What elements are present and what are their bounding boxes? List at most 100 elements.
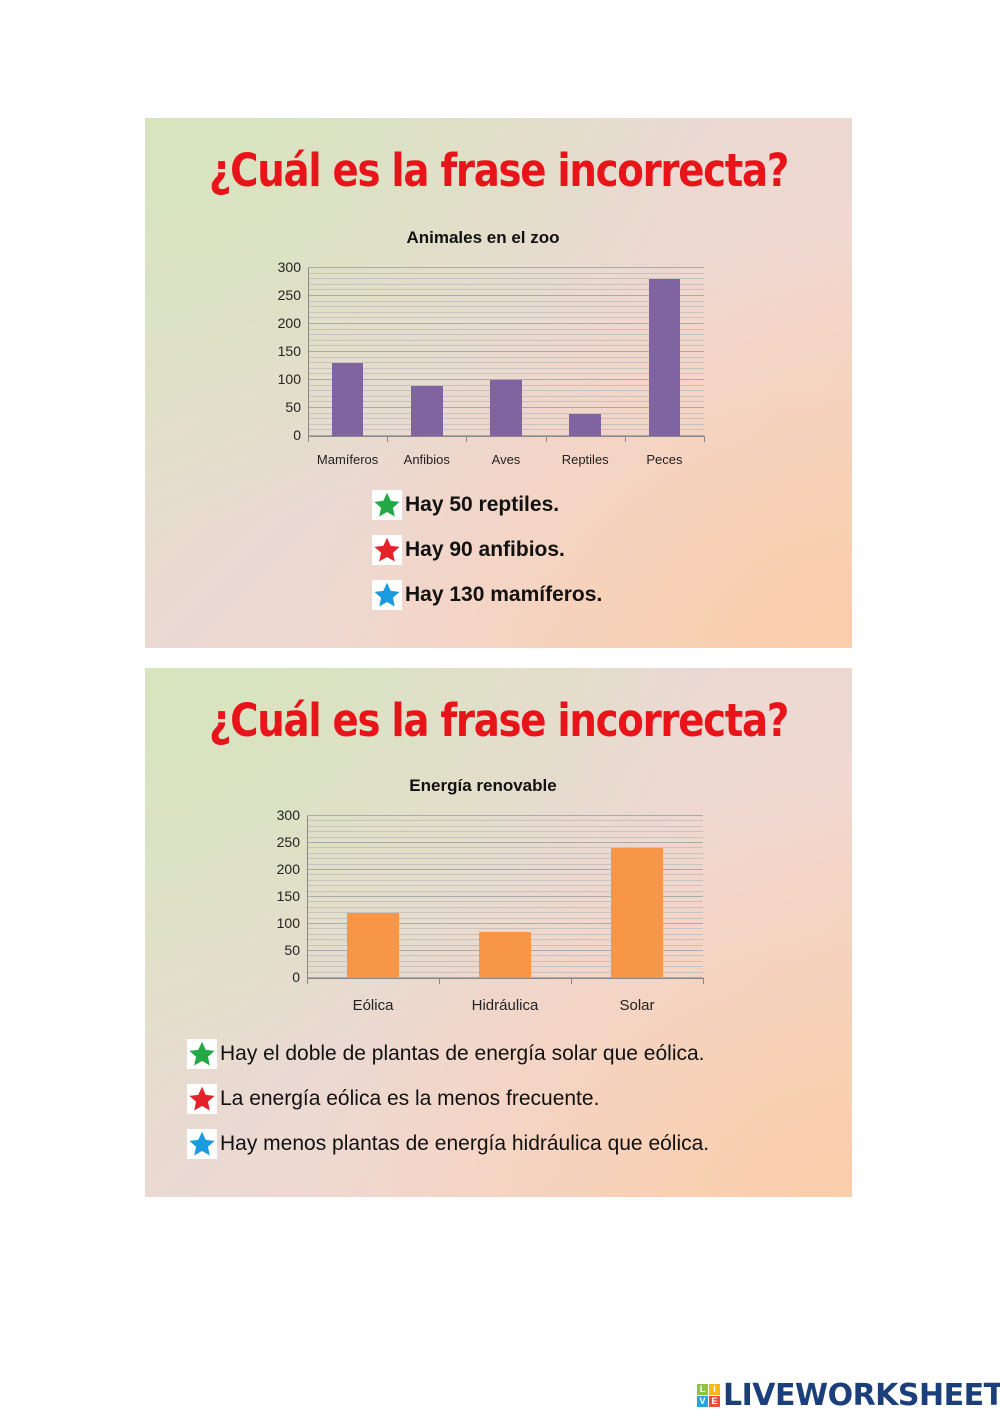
- slide-energia: ¿Cuál es la frase incorrecta? Energía re…: [145, 668, 852, 1197]
- gridline: [307, 928, 703, 930]
- option-text: Hay 130 mamíferos.: [405, 583, 603, 606]
- gridline: [307, 906, 703, 908]
- option-blue[interactable]: Hay 130 mamíferos.: [372, 580, 602, 610]
- x-tick-label: Hidráulica: [471, 997, 539, 1014]
- tick-mark: [571, 978, 572, 984]
- tick-mark: [308, 436, 309, 442]
- gridline: [307, 923, 703, 924]
- star-icon-green: [372, 490, 402, 520]
- x-tick-label: Solar: [619, 997, 655, 1014]
- bar-hidráulica: [478, 932, 532, 978]
- option-red[interactable]: La energía eólica es la menos frecuente.: [187, 1084, 599, 1114]
- gridline: [307, 842, 703, 843]
- y-tick-label: 200: [277, 315, 301, 331]
- gridline: [307, 874, 703, 876]
- gridline: [307, 847, 703, 849]
- tick-mark: [466, 436, 468, 442]
- logo-text: LIVEWORKSHEETS: [723, 1378, 1000, 1413]
- gridline: [308, 283, 704, 285]
- bar-anfibios: [410, 385, 443, 436]
- gridline: [307, 879, 703, 881]
- gridline: [307, 869, 703, 870]
- y-tick-label: 300: [276, 807, 300, 823]
- tick-mark: [387, 436, 389, 442]
- tick-mark: [439, 978, 440, 984]
- option-green[interactable]: Hay 50 reptiles.: [372, 490, 559, 520]
- y-tick-label: 250: [277, 287, 301, 303]
- gridline: [307, 917, 703, 919]
- option-text: Hay 50 reptiles.: [405, 493, 560, 516]
- gridline: [307, 815, 703, 816]
- gridline: [308, 367, 704, 369]
- x-tick-label: Aves: [491, 452, 521, 467]
- logo-blocks-icon: L I V E: [697, 1384, 720, 1407]
- gridline: [307, 912, 703, 914]
- x-tick-label: Peces: [646, 452, 683, 467]
- star-icon-green: [187, 1039, 217, 1069]
- gridline: [307, 885, 703, 887]
- x-tick-label: Eólica: [352, 997, 394, 1014]
- gridline: [307, 836, 703, 838]
- tick-mark: [545, 436, 547, 442]
- gridline: [307, 858, 703, 860]
- option-red[interactable]: Hay 90 anfibios.: [372, 535, 565, 565]
- gridline: [308, 351, 704, 352]
- tick-mark: [703, 978, 704, 984]
- y-tick-label: 50: [284, 942, 300, 958]
- option-green[interactable]: Hay el doble de plantas de energía solar…: [187, 1039, 705, 1069]
- star-icon-red: [187, 1084, 217, 1114]
- bar-eólica: [346, 913, 400, 978]
- gridline: [307, 896, 703, 897]
- gridline: [308, 323, 704, 324]
- gridline: [307, 825, 703, 827]
- y-tick-label: 200: [276, 861, 300, 877]
- option-text: Hay menos plantas de energía hidráulica …: [220, 1132, 710, 1155]
- gridline: [307, 820, 703, 822]
- option-text: Hay 90 anfibios.: [405, 538, 565, 561]
- gridline: [308, 362, 704, 364]
- option-blue[interactable]: Hay menos plantas de energía hidráulica …: [187, 1129, 709, 1159]
- y-axis: [307, 816, 308, 978]
- gridline: [307, 890, 703, 892]
- x-tick-label: Anfibios: [403, 452, 450, 467]
- gridline: [307, 863, 703, 865]
- y-tick-label: 150: [277, 343, 301, 359]
- gridline: [308, 272, 704, 274]
- tick-mark: [704, 436, 705, 442]
- gridline: [308, 379, 704, 380]
- gridline: [308, 311, 704, 313]
- y-tick-label: 100: [277, 371, 301, 387]
- y-tick-label: 300: [277, 259, 301, 275]
- x-axis: [308, 436, 704, 437]
- gridline: [307, 901, 703, 903]
- gridline: [308, 328, 704, 330]
- liveworksheets-logo: L I V E LIVEWORKSHEETS: [697, 1378, 1000, 1413]
- gridline: [308, 345, 704, 347]
- gridline: [308, 300, 704, 302]
- bar-chart-animales: [308, 267, 705, 442]
- x-tick-label: Reptiles: [561, 452, 609, 467]
- gridline: [308, 278, 704, 280]
- x-axis: [307, 978, 703, 979]
- y-axis: [308, 268, 309, 436]
- gridline: [307, 831, 703, 833]
- gridline: [308, 334, 704, 336]
- bar-chart-energia: [307, 815, 704, 984]
- gridline: [308, 339, 704, 341]
- y-tick-label: 0: [292, 969, 300, 985]
- y-tick-label: 250: [276, 834, 300, 850]
- gridline: [308, 317, 704, 319]
- bar-solar: [610, 848, 664, 978]
- chart-title: Animales en el zoo: [406, 228, 560, 247]
- bar-peces: [648, 279, 681, 436]
- gridline: [308, 306, 704, 308]
- question-title: ¿Cuál es la frase incorrecta?: [208, 144, 789, 197]
- gridline: [308, 295, 704, 296]
- star-icon-red: [372, 535, 402, 565]
- star-icon-blue: [187, 1129, 217, 1159]
- bar-aves: [490, 380, 522, 436]
- x-tick-label: Mamíferos: [316, 452, 379, 467]
- tick-mark: [307, 978, 308, 984]
- gridline: [308, 356, 704, 358]
- question-title: ¿Cuál es la frase incorrecta?: [208, 694, 789, 747]
